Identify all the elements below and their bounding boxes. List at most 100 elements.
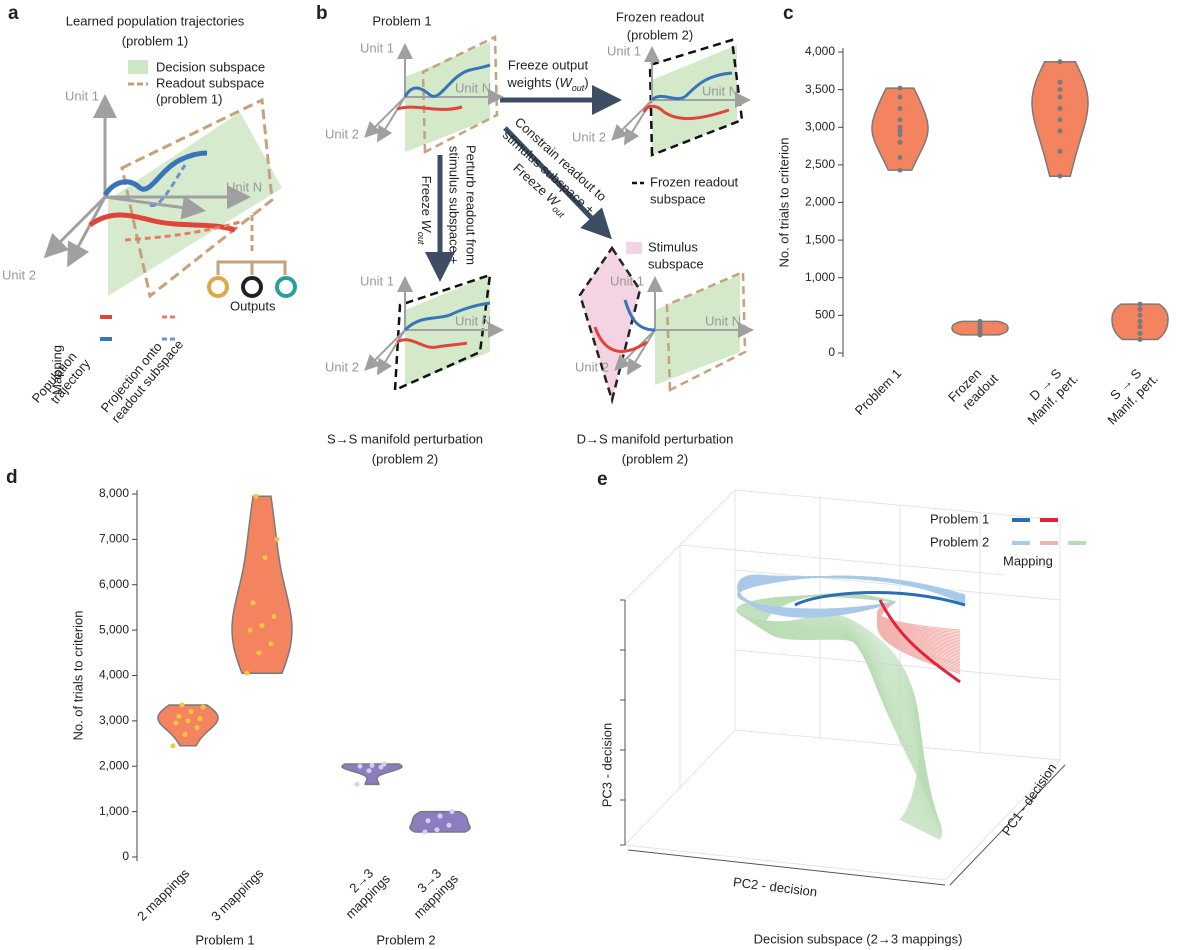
label: stimulus subspace +	[447, 146, 462, 264]
data-point	[262, 555, 268, 561]
label: Unit N	[702, 83, 738, 98]
trajectory	[623, 299, 656, 332]
violin	[157, 704, 219, 747]
wireframe	[679, 544, 1006, 576]
label-part: weights (	[506, 75, 560, 90]
trajectory	[88, 212, 236, 233]
x-tick-label: 3 mappings	[208, 866, 266, 924]
label: Unit 1	[360, 273, 394, 288]
wireframe	[734, 729, 1061, 761]
panel-e-plot	[620, 489, 1086, 886]
trajectory	[593, 326, 648, 353]
data-point	[354, 781, 360, 787]
data-point	[1137, 330, 1143, 336]
data-point	[268, 641, 274, 647]
label: Unit 2	[325, 359, 359, 374]
violin	[341, 763, 403, 786]
decision-subspace	[108, 112, 282, 296]
trajectory	[794, 591, 966, 607]
trajectory	[737, 574, 966, 618]
data-point	[1057, 94, 1063, 100]
label: Unit 2	[572, 129, 606, 144]
y-tick-label: 3,500	[805, 82, 835, 96]
data-point	[369, 762, 375, 768]
data-point	[170, 743, 176, 749]
data-point	[1057, 148, 1063, 154]
title: Learned population trajectories	[66, 13, 245, 28]
data-point	[173, 720, 179, 726]
label: Unit N	[705, 313, 741, 328]
trajectory	[396, 338, 468, 349]
title: (problem 2)	[372, 451, 438, 466]
panel-label: d	[6, 467, 18, 488]
data-point	[194, 725, 200, 731]
data-point	[256, 650, 262, 656]
y-tick-label: 0	[122, 849, 129, 863]
panel-label: c	[783, 3, 794, 24]
label: Freeze Wout	[416, 176, 434, 245]
label-part: out	[572, 83, 585, 93]
x-tick-label: 3→3mappings	[400, 860, 462, 922]
label: Mapping	[1003, 553, 1053, 568]
y-tick-label: 1,000	[99, 804, 129, 818]
wireframe	[734, 569, 1061, 601]
data-point	[259, 623, 265, 629]
axis	[104, 195, 206, 220]
trajectory	[403, 63, 491, 98]
legend-swatch	[128, 60, 148, 74]
axis	[43, 195, 107, 259]
label-part: )	[584, 75, 588, 90]
readout-subspace	[421, 35, 499, 155]
data-point	[897, 154, 903, 160]
x-tick-label: D → SManif. pert.	[1014, 360, 1082, 428]
y-tick-label: 500	[815, 308, 835, 322]
title: (problem 2)	[622, 451, 688, 466]
panel-b-minis	[364, 35, 754, 392]
label: Unit 1	[360, 40, 394, 55]
charts	[132, 48, 1169, 861]
texts: a Learned population trajectories (problem…	[2, 3, 1161, 947]
y-tick-label: 2,000	[99, 758, 129, 772]
trajectory	[650, 71, 733, 102]
label: Freeze output	[508, 57, 589, 72]
data-point	[1057, 128, 1063, 134]
y-axis-label: No. of trials to criterion	[776, 137, 791, 267]
wireframe	[944, 759, 1061, 881]
trajectory	[102, 150, 208, 197]
axis	[626, 329, 656, 376]
projection	[124, 220, 241, 242]
trajectory	[642, 104, 730, 121]
panel-b-arrows	[425, 85, 644, 405]
output	[275, 276, 297, 298]
y-tick-label: 8,000	[99, 486, 129, 500]
y-tick-label: 1,500	[805, 232, 835, 246]
title: (problem 1)	[122, 33, 188, 48]
label: Outputs	[230, 298, 276, 313]
label: Unit N	[455, 80, 491, 95]
data-point	[1137, 306, 1143, 312]
x-tick-label: 2 mappings	[134, 866, 192, 924]
y-tick-label: 2,500	[805, 157, 835, 171]
data-point	[1137, 336, 1143, 342]
data-point	[449, 809, 455, 815]
panel-label: b	[316, 3, 328, 24]
axis	[376, 329, 406, 376]
label: subspace	[650, 191, 706, 206]
violin	[231, 495, 293, 674]
label-part: W	[559, 75, 573, 90]
label: Stimulus	[648, 239, 698, 254]
data-point	[1137, 312, 1143, 318]
axis	[364, 96, 406, 138]
arrow	[503, 126, 612, 240]
data-point	[197, 716, 203, 722]
trajectory	[764, 593, 943, 840]
label: PC3 - decision	[599, 723, 614, 808]
label: Problem 1	[930, 511, 989, 526]
x-tick-label: Problem 1	[852, 366, 905, 419]
data-point	[182, 731, 188, 737]
data-point	[253, 493, 259, 499]
label: (problem 1)	[156, 91, 222, 106]
data-point	[274, 536, 280, 542]
title: D→S manifold perturbation	[577, 431, 734, 446]
panel-label: a	[8, 3, 19, 24]
